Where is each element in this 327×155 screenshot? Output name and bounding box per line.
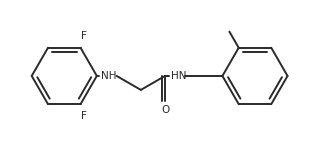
Text: O: O bbox=[161, 105, 169, 115]
Text: F: F bbox=[81, 31, 87, 41]
Text: F: F bbox=[81, 111, 87, 121]
Text: NH: NH bbox=[100, 71, 116, 81]
Text: HN: HN bbox=[171, 71, 186, 81]
